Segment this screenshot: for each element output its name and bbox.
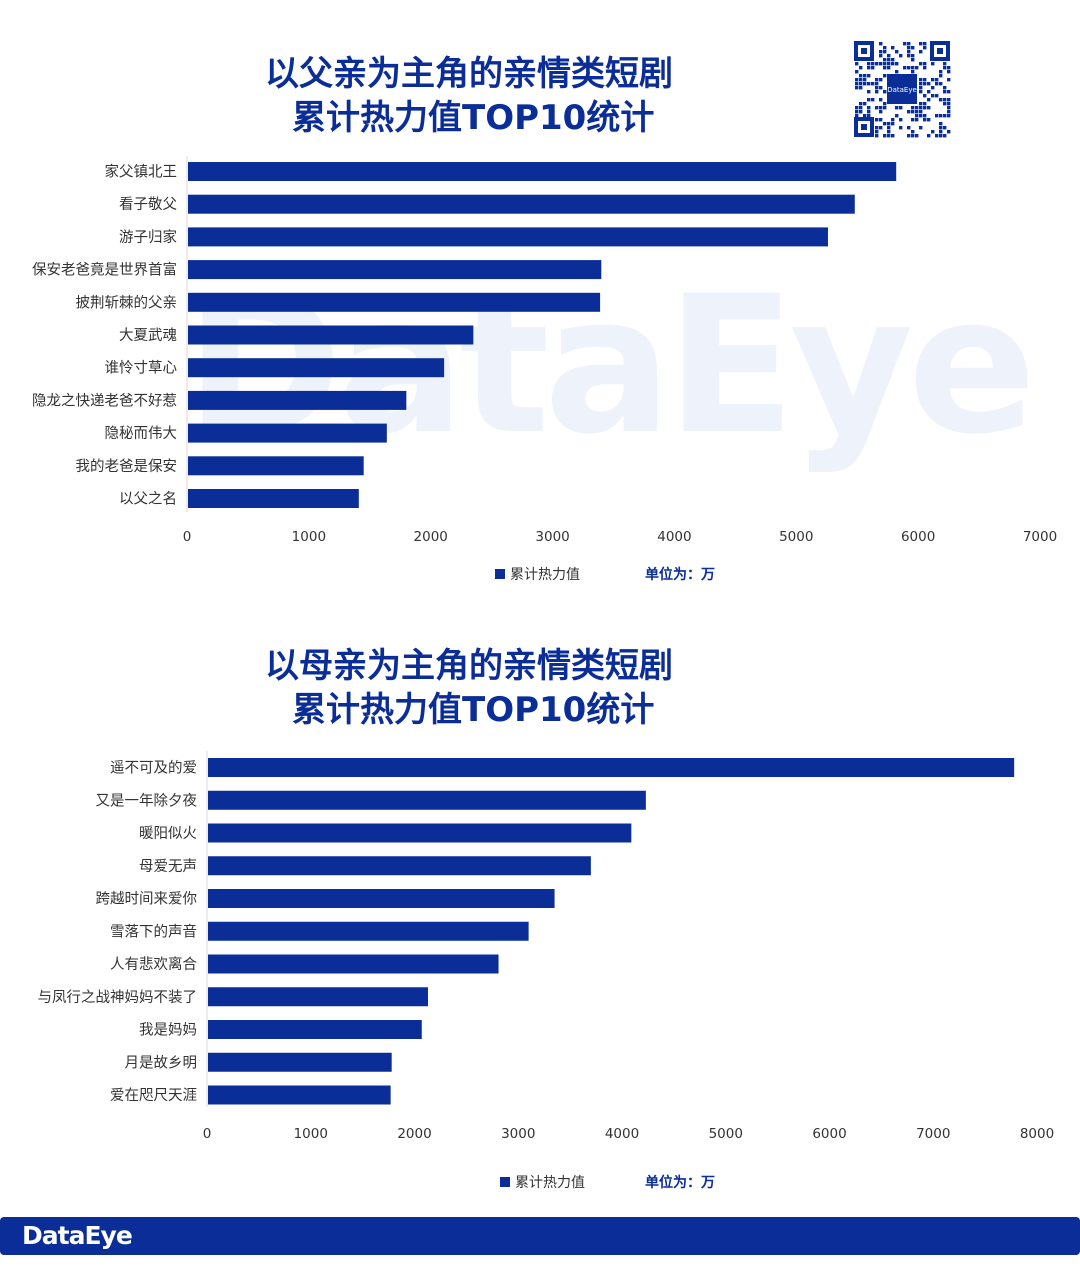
chart2-category-label: 母爱无声 — [139, 857, 197, 875]
chart1-bar — [188, 456, 364, 476]
chart2-x-tick-label: 5000 — [709, 1126, 743, 1142]
chart1-category-label: 隐秘而伟大 — [105, 425, 178, 442]
chart1-bar — [188, 390, 407, 410]
chart1-x-tick-label: 3000 — [535, 529, 569, 545]
chart2-x-tick-label: 2000 — [397, 1126, 431, 1142]
chart2-title-line1: 以母亲为主角的亲情类短剧 — [265, 646, 673, 686]
chart2-title-line2: 累计热力值TOP10统计 — [292, 690, 655, 730]
chart2-unit-label: 单位为：万 — [645, 1175, 715, 1191]
chart1-bar — [188, 292, 601, 312]
chart1-title-line1: 以父亲为主角的亲情类短剧 — [265, 54, 673, 94]
chart2-x-tick-label: 4000 — [605, 1126, 639, 1142]
chart1-category-label: 我的老爸是保安 — [76, 458, 178, 475]
chart1-category-label: 保安老爸竟是世界首富 — [32, 261, 177, 279]
chart1-category-label: 看子敬父 — [119, 196, 177, 213]
chart1-x-tick-label: 5000 — [779, 529, 813, 545]
legend-swatch — [495, 569, 505, 579]
chart1-bar — [188, 423, 387, 443]
chart2-category-label: 人有悲欢离合 — [110, 956, 197, 973]
qr-logo-icon — [887, 74, 917, 104]
chart2-bar — [208, 987, 428, 1007]
chart1-bar — [188, 325, 474, 345]
chart2-x-tick-label: 3000 — [501, 1126, 535, 1142]
chart1-category-label: 披荆斩棘的父亲 — [76, 294, 178, 311]
chart1-x-tick-label: 4000 — [657, 529, 691, 545]
qr-logo-text: DataEye — [887, 86, 917, 94]
chart2-bar — [208, 758, 1015, 777]
chart1-category-label: 隐龙之快递老爸不好惹 — [32, 392, 177, 409]
chart2-category-label: 爱在咫尺天涯 — [110, 1087, 197, 1104]
chart2-bar — [208, 954, 499, 974]
chart1-category-label: 游子归家 — [119, 229, 177, 246]
chart1-unit-label: 单位为：万 — [645, 567, 715, 583]
dataeye-logo: DataEye — [22, 1221, 133, 1250]
chart1-x-tick-label: 1000 — [292, 529, 326, 545]
chart2-bar — [208, 1052, 392, 1072]
chart1-category-label: 谁怜寸草心 — [105, 360, 178, 377]
chart2-x-tick-label: 7000 — [916, 1126, 950, 1142]
chart1-legend: 累计热力值 — [495, 564, 580, 584]
chart2-category-label: 月是故乡明 — [125, 1054, 198, 1071]
chart2-bar — [208, 823, 632, 843]
chart2-bar — [208, 790, 646, 810]
chart2-category-label: 我是妈妈 — [139, 1022, 197, 1039]
chart1-x-tick-label: 0 — [183, 529, 192, 545]
chart2-bar — [208, 921, 529, 941]
chart2-category-label: 又是一年除夕夜 — [96, 792, 198, 809]
chart2-x-tick-label: 1000 — [294, 1126, 328, 1142]
chart1-x-tick-label: 2000 — [414, 529, 448, 545]
chart2-x-tick-label: 6000 — [812, 1126, 846, 1142]
chart2-category-label: 遥不可及的爱 — [110, 760, 197, 777]
chart1-x-tick-label: 6000 — [901, 529, 935, 545]
chart2-bar — [208, 1020, 422, 1039]
chart2-legend: 累计热力值 — [500, 1172, 585, 1192]
chart1-bar — [188, 260, 602, 280]
chart1-x-tick-label: 7000 — [1023, 529, 1057, 545]
chart1-plot: 家父镇北王看子敬父游子归家保安老爸竟是世界首富披荆斩棘的父亲大夏武魂谁怜寸草心隐… — [32, 156, 1057, 545]
qr-code-icon: DataEye — [853, 40, 951, 138]
chart2-x-tick-label: 8000 — [1020, 1126, 1054, 1142]
chart2-category-label: 雪落下的声音 — [110, 922, 197, 940]
chart2-category-label: 暖阳似火 — [139, 825, 197, 842]
chart1-bar — [188, 227, 828, 247]
chart1-category-label: 以父之名 — [119, 491, 177, 508]
chart1-category-label: 大夏武魂 — [119, 327, 177, 344]
chart2-bar — [208, 1085, 391, 1105]
chart1-bar — [188, 194, 855, 214]
chart2-category-label: 与凤行之战神妈妈不装了 — [38, 989, 198, 1006]
chart1-bar — [188, 162, 897, 181]
chart1-legend-label: 累计热力值 — [510, 567, 580, 583]
chart1-category-label: 家父镇北王 — [105, 164, 178, 181]
chart2-legend-label: 累计热力值 — [515, 1175, 585, 1191]
chart1-bar — [188, 358, 445, 378]
chart2-plot: 遥不可及的爱又是一年除夕夜暖阳似火母爱无声跨越时间来爱你雪落下的声音人有悲欢离合… — [38, 751, 1054, 1142]
chart2-category-label: 跨越时间来爱你 — [96, 891, 198, 908]
chart2-bar — [208, 856, 591, 876]
chart1-bar — [188, 489, 359, 508]
chart1-title-line2: 累计热力值TOP10统计 — [292, 98, 655, 138]
legend-swatch — [500, 1177, 510, 1187]
chart2-x-tick-label: 0 — [203, 1126, 212, 1142]
chart2-bar — [208, 889, 555, 908]
footer-bar: DataEye — [0, 1217, 1080, 1255]
